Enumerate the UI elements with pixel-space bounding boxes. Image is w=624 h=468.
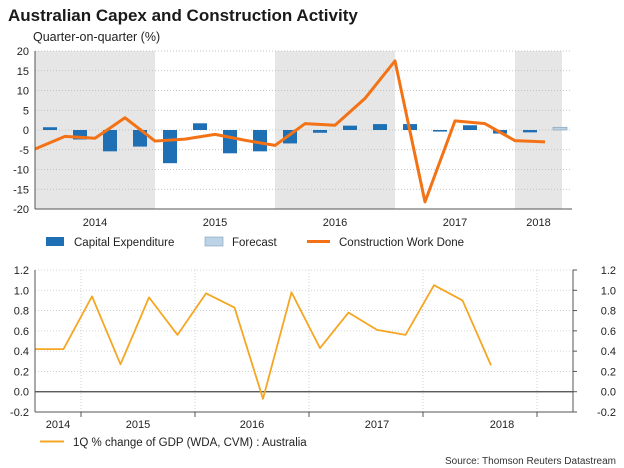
bottom-y-tick-label-left: 0.2: [14, 366, 29, 378]
legend-label-forecast: Forecast: [232, 237, 278, 249]
top-construction-line: [34, 59, 546, 204]
chart-subtitle: Quarter-on-quarter (%): [33, 30, 161, 44]
capex-bar: [43, 127, 57, 130]
bottom-y-tick-label-left: 1.0: [14, 285, 29, 297]
bottom-legend: 1Q % change of GDP (WDA, CVM) : Australi…: [40, 437, 307, 449]
bottom-y-tick-label-left: 0.8: [14, 306, 29, 318]
bottom-y-tick-label-left: 0.4: [14, 346, 29, 358]
top-y-tick-label: -20: [13, 204, 29, 216]
top-legend: Capital Expenditure Forecast Constructio…: [46, 236, 464, 249]
top-x-tick-label: 2014: [83, 217, 107, 229]
bottom-gridlines: [35, 269, 573, 413]
capex-bar: [373, 124, 387, 130]
capex-bar: [463, 125, 477, 130]
top-y-tick-label: -15: [13, 184, 29, 196]
bottom-y-tick-label-right: 0.4: [601, 346, 616, 358]
source-note: Source: Thomson Reuters Datastream: [445, 456, 616, 467]
top-x-tick-label: 2018: [526, 217, 550, 229]
bottom-y-tick-label-right: 0.0: [601, 387, 616, 399]
bottom-y-tick-label-left: -0.2: [10, 407, 29, 419]
bottom-x-tick-label: 2014: [46, 419, 70, 431]
capex-bar: [523, 130, 537, 133]
legend-label-gdp: 1Q % change of GDP (WDA, CVM) : Australi…: [73, 437, 307, 449]
capex-bar: [163, 130, 177, 164]
capex-bar: [73, 130, 87, 140]
bottom-y-tick-label-right: -0.2: [597, 407, 616, 419]
legend-swatch-forecast: [204, 236, 224, 247]
top-y-tick-label: -5: [19, 145, 29, 157]
capex-bar: [343, 125, 357, 130]
bottom-y-tick-label-right: 0.6: [601, 326, 616, 338]
construction-line: [34, 59, 546, 204]
bottom-y-tick-label-left: 0.0: [14, 387, 29, 399]
bottom-y-tick-label-left: 0.6: [14, 326, 29, 338]
capex-bar: [223, 130, 237, 154]
top-x-tick-label: 2015: [203, 217, 227, 229]
bottom-x-tick-label: 2015: [126, 419, 150, 431]
bottom-y-tick-label-right: 0.8: [601, 306, 616, 318]
bottom-gdp-line: [35, 284, 492, 400]
capex-bar: [133, 130, 147, 147]
top-y-tick-label: -10: [13, 165, 29, 177]
bottom-x-tick-label: 2017: [365, 419, 389, 431]
top-x-tick-label: 2016: [323, 217, 347, 229]
bottom-y-tick-label-right: 0.2: [601, 366, 616, 378]
capex-bar: [313, 130, 327, 133]
top-x-tick-label: 2017: [443, 217, 467, 229]
legend-swatch-capex: [46, 237, 64, 246]
top-y-tick-label: 5: [23, 105, 29, 117]
top-y-tick-label: 10: [17, 86, 29, 98]
forecast-bar: [552, 126, 568, 131]
capex-bar: [193, 123, 207, 130]
capex-bar: [433, 130, 447, 132]
capex-bar: [253, 130, 267, 152]
capex-bar: [103, 130, 117, 152]
legend-label-construction: Construction Work Done: [339, 237, 464, 249]
chart-title: Australian Capex and Construction Activi…: [8, 6, 358, 25]
bottom-y-tick-label-left: 1.2: [14, 265, 29, 277]
top-y-tick-label: 15: [17, 66, 29, 78]
legend-label-capex: Capital Expenditure: [74, 237, 174, 249]
bottom-x-tick-label: 2018: [490, 419, 514, 431]
gdp-line: [35, 284, 492, 400]
bottom-y-tick-label-right: 1.0: [601, 285, 616, 297]
top-y-tick-label: 0: [23, 125, 29, 137]
bottom-axes: 1.2 1.2 1.0 1.0 0.8 0.8 0.6 0.6 0.4 0.4 0.2 0.2 0.0 0…: [10, 265, 616, 431]
bottom-y-tick-label-right: 1.2: [601, 265, 616, 277]
bottom-x-tick-label: 2016: [240, 419, 264, 431]
top-y-tick-label: 20: [17, 46, 29, 58]
